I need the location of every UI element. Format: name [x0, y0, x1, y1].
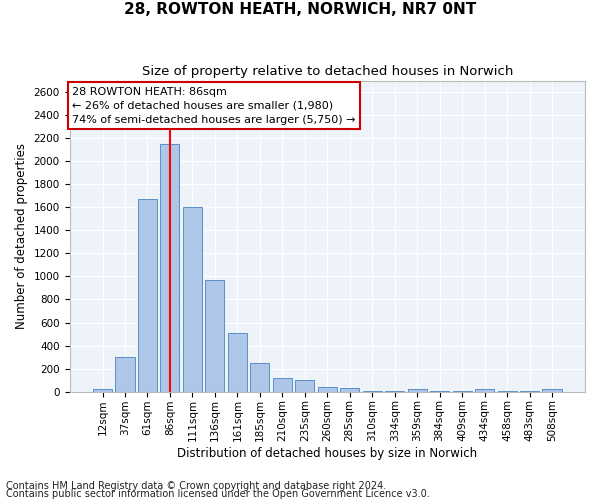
- Bar: [340, 388, 359, 392]
- Bar: [205, 280, 224, 392]
- Title: Size of property relative to detached houses in Norwich: Size of property relative to detached ho…: [142, 65, 513, 78]
- Bar: [138, 199, 157, 392]
- Text: 28 ROWTON HEATH: 86sqm
← 26% of detached houses are smaller (1,980)
74% of semi-: 28 ROWTON HEATH: 86sqm ← 26% of detached…: [72, 87, 356, 125]
- Text: Contains public sector information licensed under the Open Government Licence v3: Contains public sector information licen…: [6, 489, 430, 499]
- Bar: [318, 387, 337, 392]
- Bar: [160, 144, 179, 392]
- Bar: [385, 391, 404, 392]
- Bar: [183, 208, 202, 392]
- Bar: [520, 391, 539, 392]
- Y-axis label: Number of detached properties: Number of detached properties: [15, 143, 28, 329]
- Bar: [407, 390, 427, 392]
- Bar: [228, 333, 247, 392]
- Bar: [430, 391, 449, 392]
- Bar: [542, 390, 562, 392]
- Text: Contains HM Land Registry data © Crown copyright and database right 2024.: Contains HM Land Registry data © Crown c…: [6, 481, 386, 491]
- Bar: [250, 364, 269, 392]
- Bar: [295, 380, 314, 392]
- Bar: [497, 391, 517, 392]
- Bar: [115, 357, 134, 392]
- Bar: [93, 390, 112, 392]
- Bar: [452, 391, 472, 392]
- Bar: [273, 378, 292, 392]
- X-axis label: Distribution of detached houses by size in Norwich: Distribution of detached houses by size …: [177, 447, 478, 460]
- Bar: [362, 390, 382, 392]
- Bar: [475, 390, 494, 392]
- Text: 28, ROWTON HEATH, NORWICH, NR7 0NT: 28, ROWTON HEATH, NORWICH, NR7 0NT: [124, 2, 476, 18]
